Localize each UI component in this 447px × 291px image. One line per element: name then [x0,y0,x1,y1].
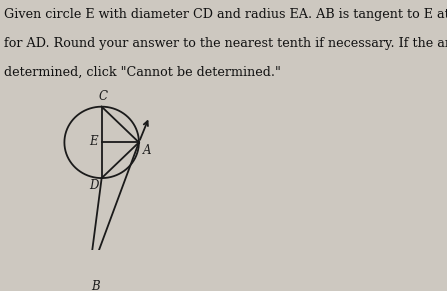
Text: E: E [89,135,97,148]
Text: B: B [92,280,100,291]
Text: for AD. Round your answer to the nearest tenth if necessary. If the answer canno: for AD. Round your answer to the nearest… [4,37,447,50]
Text: D: D [89,179,98,192]
Text: A: A [143,144,151,157]
Text: determined, click "Cannot be determined.": determined, click "Cannot be determined.… [4,65,280,78]
Text: C: C [98,90,107,102]
Text: Given circle E with diameter CD and radius EA. AB is tangent to E at A. If CD =: Given circle E with diameter CD and radi… [4,8,447,21]
